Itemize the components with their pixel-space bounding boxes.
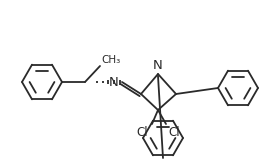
Text: N: N bbox=[109, 76, 119, 90]
Text: CH₃: CH₃ bbox=[101, 55, 120, 65]
Text: N: N bbox=[153, 59, 163, 72]
Text: Cl: Cl bbox=[136, 126, 148, 139]
Text: Cl: Cl bbox=[168, 126, 180, 139]
